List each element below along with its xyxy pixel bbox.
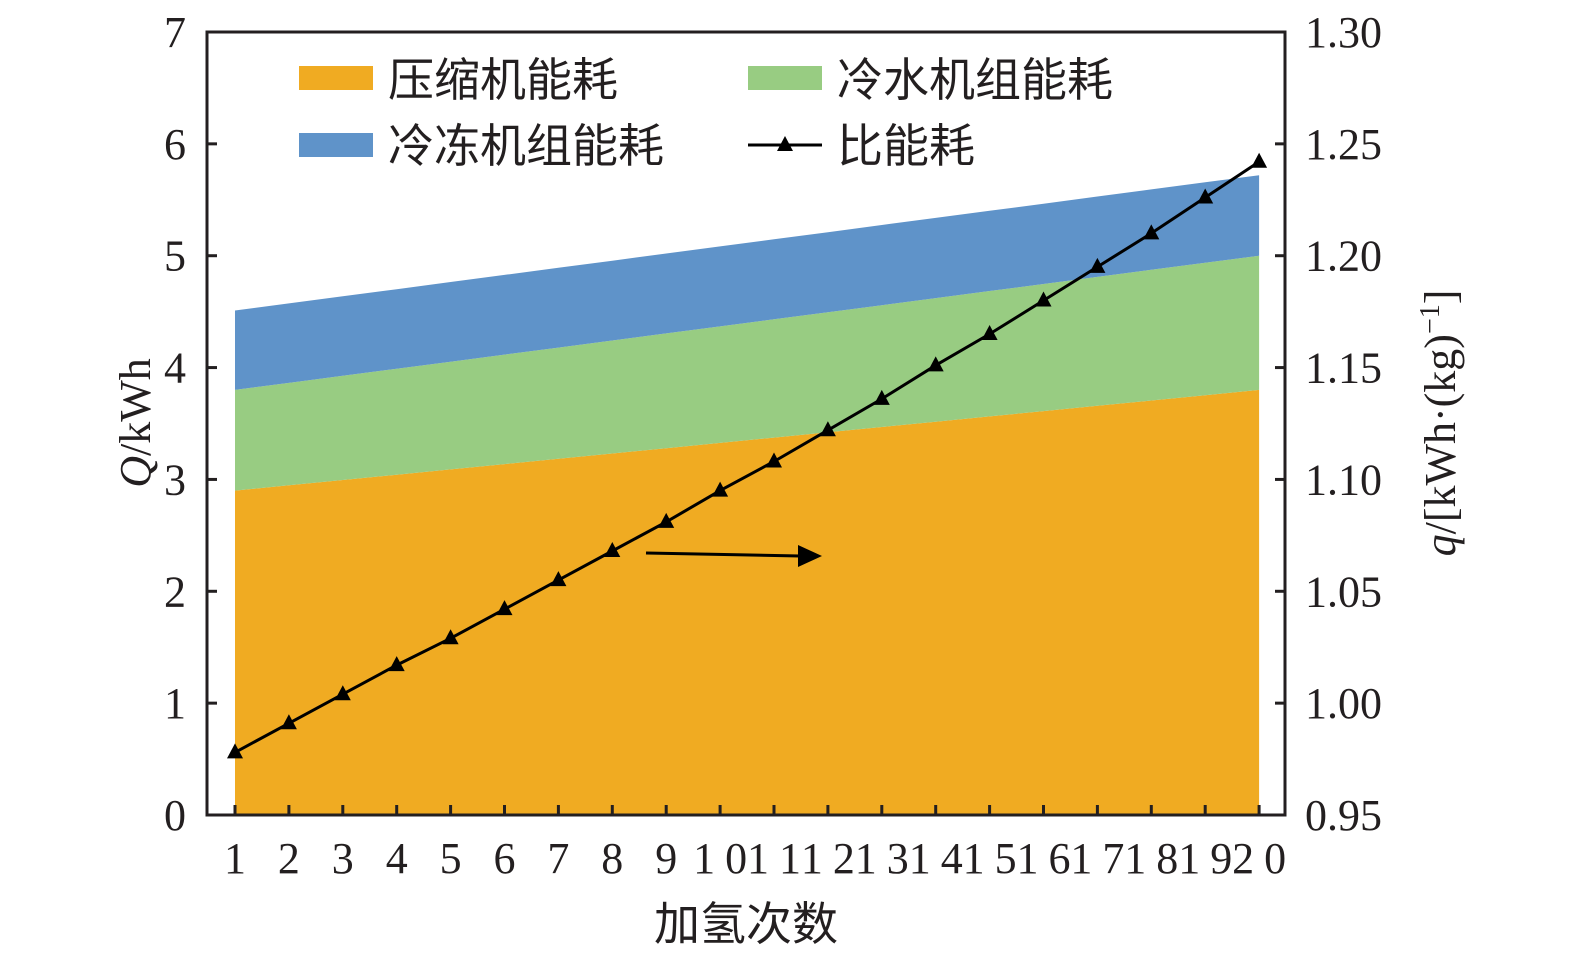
specific-energy-marker [442, 629, 459, 645]
specific-energy-marker [227, 743, 243, 759]
x-tick-label: 9 [655, 834, 677, 883]
x-tick-label: 7 [547, 834, 569, 883]
specific-energy-marker [1251, 152, 1268, 168]
specific-energy-line [234, 160, 1260, 754]
x-tick-label: 10 [693, 834, 747, 883]
right-tick-label: 1.25 [1305, 120, 1382, 169]
specific-energy-marker [927, 356, 944, 372]
right-tick-label: 1.15 [1305, 344, 1382, 393]
legend: 压缩机能耗 冷水机组能耗 冷冻机组能耗 比能耗 [299, 53, 1113, 173]
left-tick-label: 2 [164, 567, 186, 616]
specific-energy-marker [873, 389, 890, 405]
specific-energy-marker [981, 325, 998, 341]
specific-energy-marker [712, 481, 729, 497]
x-tick-label: 2 [278, 834, 300, 883]
left-axis: 0 1 2 3 4 5 6 7 [164, 8, 217, 840]
x-tick-label: 11 [747, 834, 801, 883]
right-tick-label: 1.05 [1305, 567, 1382, 616]
x-tick-label: 18 [1124, 834, 1178, 883]
area-freezer [235, 175, 1260, 390]
specific-energy-marker [496, 600, 513, 616]
plot-frame [205, 30, 1287, 817]
left-tick-label: 3 [164, 455, 186, 504]
specific-energy-line-layer [227, 152, 1268, 759]
right-tick-label: 1.10 [1305, 455, 1382, 504]
legend-swatch-chiller [748, 66, 822, 90]
right-axis: 0.95 1.00 1.05 1.10 1.15 1.20 1.25 1.30 [1275, 8, 1382, 840]
legend-label-compressor: 压缩机能耗 [388, 53, 618, 107]
left-tick-label: 4 [164, 344, 186, 393]
x-tick-label: 14 [909, 834, 963, 883]
x-tick-label: 3 [332, 834, 354, 883]
specific-energy-marker [550, 571, 567, 587]
specific-energy-marker [280, 714, 297, 730]
right-tick-label: 0.95 [1305, 791, 1382, 840]
legend-swatch-freezer [299, 133, 373, 157]
area-compressor [235, 389, 1260, 815]
legend-label-freezer: 冷冻机组能耗 [388, 119, 664, 173]
legend-triangle-marker [777, 136, 793, 151]
x-axis: 1 2 3 4 5 6 7 8 9 10 11 12 13 14 15 16 17 18 19 20 [224, 805, 1286, 883]
right-tick-label: 1.00 [1305, 679, 1382, 728]
specific-energy-marker [334, 685, 351, 701]
legend-label-specific-energy: 比能耗 [837, 119, 975, 173]
specific-energy-marker [388, 656, 405, 672]
x-tick-label: 19 [1178, 834, 1232, 883]
stacked-areas [235, 175, 1260, 815]
left-axis-title: Q/kWh [111, 358, 160, 488]
specific-energy-marker [1197, 188, 1214, 204]
left-tick-label: 6 [164, 120, 186, 169]
legend-label-chiller: 冷水机组能耗 [837, 53, 1113, 107]
x-tick-label: 13 [855, 834, 909, 883]
left-tick-label: 1 [164, 679, 186, 728]
area-chiller [235, 255, 1260, 491]
legend-swatch-compressor [299, 66, 373, 90]
right-tick-label: 1.30 [1305, 8, 1382, 57]
specific-energy-marker [1143, 224, 1160, 240]
x-axis-title: 加氢次数 [654, 897, 838, 951]
specific-energy-marker [658, 512, 675, 528]
x-tick-label: 12 [801, 834, 855, 883]
specific-energy-marker [819, 421, 836, 437]
x-tick-label: 20 [1232, 834, 1286, 883]
left-tick-label: 5 [164, 232, 186, 281]
specific-energy-marker [766, 452, 782, 468]
right-tick-label: 1.20 [1305, 232, 1382, 281]
right-axis-arrow [645, 545, 822, 567]
x-tick-label: 15 [963, 834, 1017, 883]
x-tick-label: 8 [601, 834, 623, 883]
right-axis-title: q/[kWh·(kg)−1] [1415, 290, 1465, 557]
x-tick-label: 1 [224, 834, 246, 883]
x-tick-label: 4 [386, 834, 408, 883]
x-tick-label: 17 [1070, 834, 1124, 883]
x-tick-label: 6 [494, 834, 516, 883]
x-tick-label: 5 [440, 834, 462, 883]
left-tick-label: 0 [164, 791, 186, 840]
x-tick-label: 16 [1017, 834, 1071, 883]
specific-energy-marker [1035, 291, 1052, 307]
specific-energy-marker [1089, 257, 1106, 273]
specific-energy-marker [604, 542, 621, 558]
left-tick-label: 7 [164, 8, 186, 57]
